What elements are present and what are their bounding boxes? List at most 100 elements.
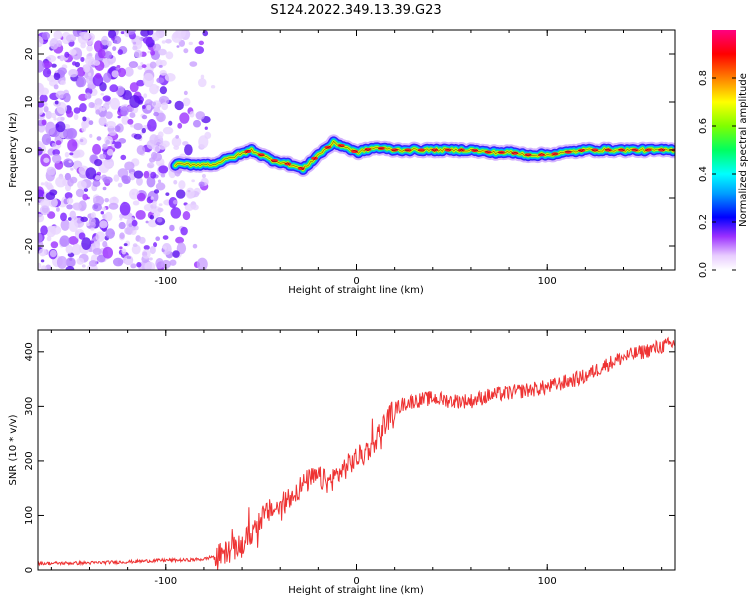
colorbar: 0.0 0.2 0.4 0.6 0.8 Normalized spectral ampl… (698, 30, 749, 278)
noise-blob (121, 175, 131, 184)
spectrogram-ylabel: Frequency (Hz) (8, 112, 19, 188)
noise-blob (92, 143, 102, 155)
noise-blob (119, 246, 123, 250)
noise-blob (129, 95, 141, 109)
noise-blob (146, 176, 156, 188)
noise-blob (82, 193, 89, 201)
noise-blob (176, 45, 180, 48)
noise-blob (179, 112, 190, 124)
noise-blob (143, 245, 150, 251)
noise-blob (49, 249, 57, 258)
noise-blob (119, 232, 125, 239)
noise-blob (56, 40, 63, 48)
noise-blob (151, 32, 160, 42)
noise-blob (136, 79, 145, 87)
noise-blob (92, 242, 96, 247)
noise-blob (153, 43, 162, 52)
noise-blob (53, 84, 59, 90)
noise-blob (155, 182, 166, 191)
noise-blob (200, 74, 205, 80)
noise-blob (198, 40, 204, 46)
noise-blob (155, 236, 161, 241)
figure-title: S124.2022.349.13.39.G23 (270, 3, 441, 18)
noise-blob (111, 70, 119, 78)
noise-blob (172, 250, 180, 258)
noise-blob (60, 212, 67, 222)
noise-blob (121, 115, 130, 125)
noise-blob (159, 69, 167, 76)
y-tick-label: 0 (24, 567, 35, 573)
noise-blob (48, 197, 58, 208)
noise-blob (65, 244, 73, 254)
noise-blob (76, 257, 85, 265)
noise-blob (104, 198, 110, 203)
noise-blob (60, 219, 70, 231)
noise-blob (129, 62, 137, 69)
ridge-centerline (175, 140, 675, 171)
noise-blob (42, 67, 52, 78)
noise-blob (84, 55, 95, 66)
noise-blob (161, 102, 169, 111)
noise-blob (109, 97, 120, 110)
noise-blob (75, 188, 85, 198)
noise-blob (172, 199, 178, 205)
noise-blob (88, 217, 96, 226)
noise-blob (57, 67, 68, 76)
noise-blob (131, 219, 138, 227)
noise-blob (72, 61, 77, 66)
noise-blob (149, 83, 159, 95)
ridge-peak (511, 151, 519, 155)
noise-blob (64, 172, 72, 181)
noise-blob (198, 135, 209, 149)
noise-blob (103, 72, 112, 83)
noise-blob (176, 189, 186, 199)
noise-blob (100, 92, 105, 96)
noise-blob (183, 48, 189, 54)
noise-blob (143, 170, 150, 179)
noise-blob (89, 133, 93, 138)
noise-blob (142, 125, 148, 129)
noise-blob (196, 257, 208, 270)
noise-blob (137, 65, 143, 70)
noise-blob (158, 143, 167, 150)
noise-blob (101, 35, 109, 46)
noise-blob (153, 242, 158, 248)
noise-blob (173, 145, 180, 150)
noise-blob (79, 138, 84, 143)
noise-blob (38, 146, 43, 156)
noise-blob (45, 110, 53, 120)
noise-blob (101, 107, 106, 112)
noise-blob (69, 152, 74, 156)
noise-blob (140, 62, 144, 66)
noise-blob (77, 180, 87, 190)
noise-blob (148, 257, 153, 261)
noise-blob (160, 173, 166, 178)
colorbar-ticks: 0.0 0.2 0.4 0.6 0.8 (698, 70, 736, 278)
noise-blob (94, 175, 101, 181)
noise-blob (129, 82, 139, 93)
spectrogram-xlabel: Height of straight line (km) (288, 285, 424, 296)
noise-blob (138, 236, 146, 244)
noise-blob (178, 180, 186, 190)
noise-blob (183, 90, 188, 96)
noise-blob (69, 210, 77, 219)
noise-blob (202, 30, 209, 37)
noise-blob (59, 235, 70, 247)
noise-blob (59, 80, 66, 86)
noise-blob (49, 189, 58, 196)
noise-blob (140, 30, 150, 37)
noise-blob (133, 170, 144, 179)
noise-blob (118, 221, 126, 230)
noise-blob (157, 179, 162, 184)
noise-blob (38, 262, 42, 269)
y-tick-label: 20 (24, 48, 35, 61)
noise-blob (102, 95, 111, 102)
noise-blob (133, 41, 137, 45)
noise-blob (55, 140, 62, 146)
noise-blob (100, 211, 105, 215)
noise-blob (92, 60, 101, 66)
noise-blob (83, 64, 91, 73)
noise-blob (171, 136, 182, 148)
noise-blob (164, 72, 176, 82)
